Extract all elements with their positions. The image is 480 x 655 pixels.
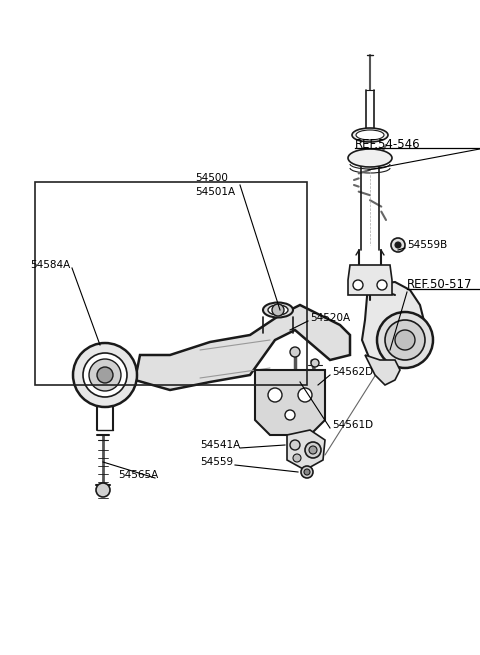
- Ellipse shape: [348, 149, 392, 167]
- Circle shape: [395, 330, 415, 350]
- Ellipse shape: [352, 128, 388, 142]
- Circle shape: [309, 446, 317, 454]
- Text: 54561D: 54561D: [332, 420, 373, 430]
- Circle shape: [293, 454, 301, 462]
- Circle shape: [385, 320, 425, 360]
- Circle shape: [311, 359, 319, 367]
- Circle shape: [96, 483, 110, 497]
- Text: 54559: 54559: [200, 457, 233, 467]
- Circle shape: [298, 388, 312, 402]
- Circle shape: [89, 359, 121, 391]
- Text: 54541A: 54541A: [200, 440, 240, 450]
- Circle shape: [268, 388, 282, 402]
- Bar: [35, 182, 307, 385]
- Polygon shape: [255, 370, 325, 435]
- Circle shape: [391, 238, 405, 252]
- Polygon shape: [287, 430, 325, 470]
- Circle shape: [377, 280, 387, 290]
- Circle shape: [97, 367, 113, 383]
- Text: 54501A: 54501A: [195, 187, 235, 197]
- Ellipse shape: [268, 305, 288, 315]
- Circle shape: [272, 304, 284, 316]
- Polygon shape: [348, 265, 392, 295]
- Circle shape: [290, 440, 300, 450]
- Ellipse shape: [263, 303, 293, 318]
- Polygon shape: [135, 305, 350, 390]
- Text: 54562D: 54562D: [332, 367, 373, 377]
- Text: 54559B: 54559B: [407, 240, 447, 250]
- Circle shape: [304, 469, 310, 475]
- Circle shape: [73, 343, 137, 407]
- Circle shape: [83, 353, 127, 397]
- Circle shape: [301, 466, 313, 478]
- Ellipse shape: [356, 130, 384, 140]
- Circle shape: [395, 242, 401, 248]
- Text: 54520A: 54520A: [310, 313, 350, 323]
- Circle shape: [353, 280, 363, 290]
- Text: 54584A: 54584A: [30, 260, 70, 270]
- Text: 54500: 54500: [195, 173, 228, 183]
- Text: REF.54-546: REF.54-546: [355, 138, 420, 151]
- Circle shape: [305, 442, 321, 458]
- Circle shape: [285, 410, 295, 420]
- Circle shape: [290, 347, 300, 357]
- Text: REF.50-517: REF.50-517: [407, 278, 472, 291]
- Circle shape: [377, 312, 433, 368]
- Polygon shape: [365, 355, 400, 385]
- Text: 54565A: 54565A: [118, 470, 158, 480]
- Polygon shape: [362, 282, 425, 370]
